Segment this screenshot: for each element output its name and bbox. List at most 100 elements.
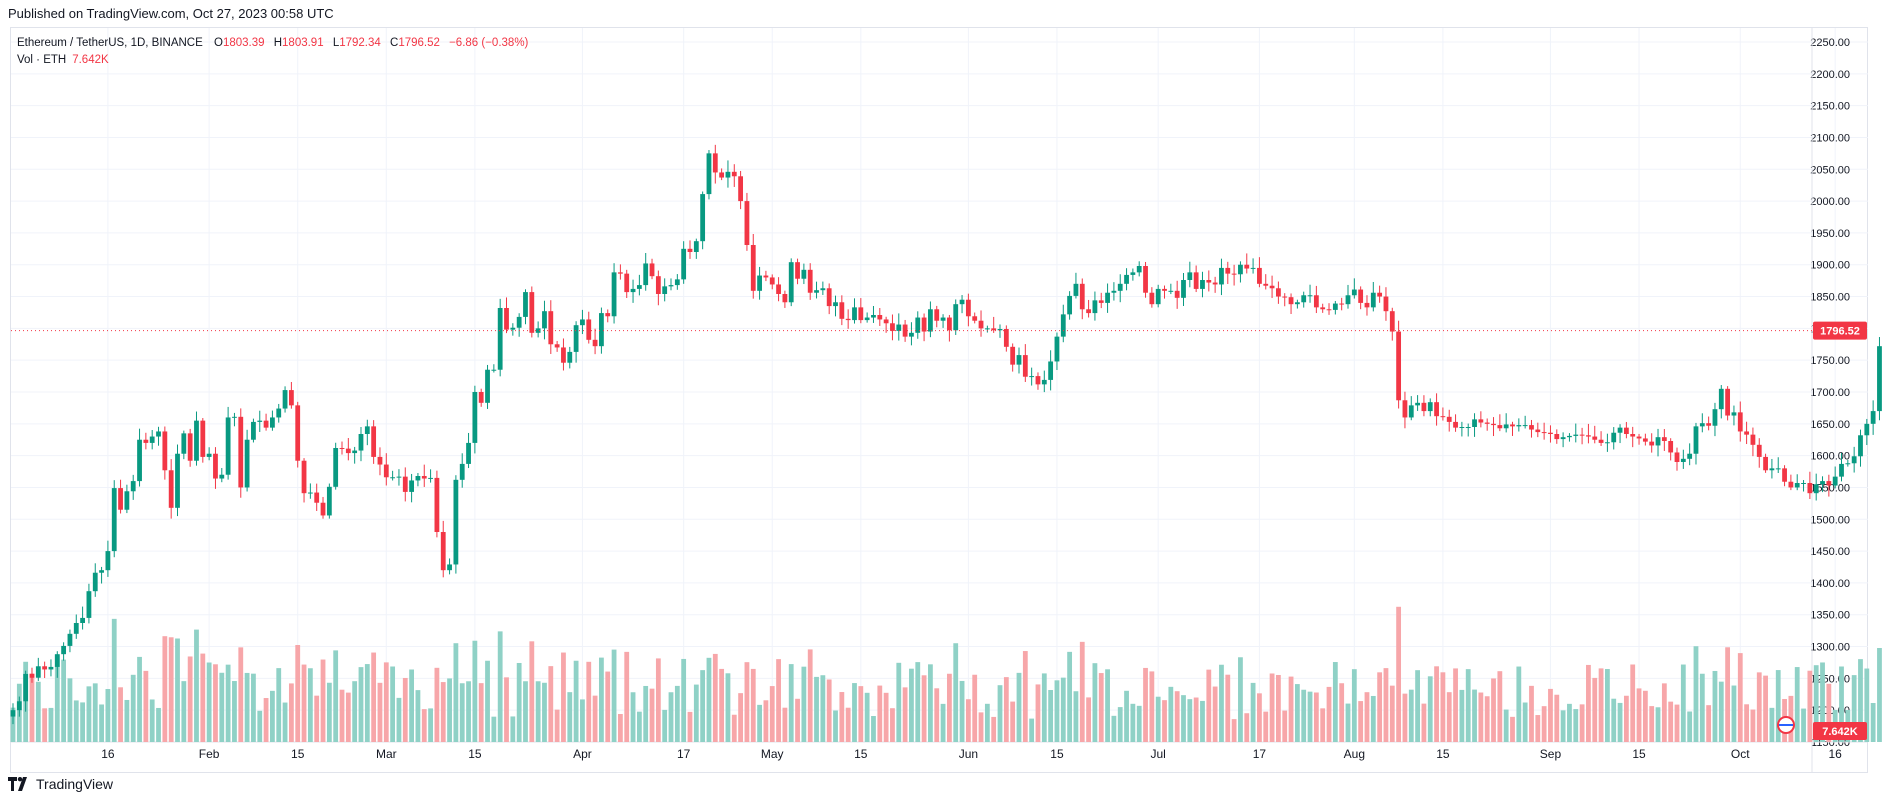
volume-bar	[1370, 695, 1376, 742]
volume-bar	[1320, 708, 1326, 742]
candle-body	[1826, 481, 1832, 486]
candle-body	[1415, 402, 1420, 406]
volume-bar	[307, 668, 313, 742]
candle-body	[440, 532, 446, 571]
volume-bar	[1257, 693, 1262, 742]
candle-body	[1775, 468, 1781, 470]
volume-bar	[320, 659, 326, 742]
candle-body	[693, 241, 699, 252]
candle-body	[137, 439, 142, 482]
volume-bar	[137, 656, 142, 742]
volume-bar	[1605, 669, 1610, 742]
candle-body	[643, 263, 649, 286]
candle-body	[1864, 423, 1870, 436]
candle-body	[719, 172, 725, 178]
volume-bar	[181, 681, 187, 742]
candle-body	[1288, 297, 1294, 305]
volume-bar	[1351, 669, 1357, 742]
candle-body	[655, 276, 661, 294]
candle-body	[295, 405, 301, 461]
volume-bar	[972, 674, 978, 742]
candle-body	[1130, 272, 1136, 275]
volume-bar	[573, 660, 579, 742]
candle-body	[219, 474, 225, 479]
volume-bar	[1661, 683, 1667, 742]
candle-body	[1674, 452, 1680, 462]
x-tick-label: 15	[1436, 747, 1450, 761]
volume-bar	[643, 685, 649, 742]
tradingview-logo-icon	[8, 777, 27, 791]
candle-body	[352, 450, 358, 454]
volume-bar	[852, 683, 857, 742]
footer-brand[interactable]: TradingView	[8, 776, 113, 792]
candle-body	[99, 570, 104, 573]
candle-body	[1105, 292, 1110, 303]
volume-bar	[206, 662, 212, 742]
candle-body	[580, 319, 585, 326]
volume-bar	[1029, 718, 1035, 742]
candle-body	[801, 269, 807, 279]
volume-bar	[143, 670, 149, 742]
volume-bar	[288, 683, 294, 742]
candle-body	[1649, 441, 1655, 446]
candle-body	[396, 476, 402, 478]
candle-body	[1592, 436, 1598, 440]
volume-bar	[909, 668, 914, 742]
candle-body	[1117, 283, 1123, 291]
volume-bar	[1839, 666, 1844, 742]
volume-bar	[1187, 699, 1193, 742]
candle-body	[504, 308, 509, 330]
volume-bar	[1554, 694, 1560, 742]
volume-bar	[1503, 709, 1509, 742]
x-tick-label: Feb	[199, 747, 220, 761]
volume-bar	[814, 676, 819, 742]
volume-bar	[871, 716, 876, 742]
symbol-label: Ethereum / TetherUS, 1D, BINANCE	[17, 37, 203, 49]
candle-body	[1699, 423, 1705, 427]
y-tick-label: 2100.00	[1810, 132, 1850, 144]
x-tick-label: 15	[468, 747, 482, 761]
x-tick-label: 16	[1828, 747, 1842, 761]
volume-bar	[953, 643, 959, 742]
volume-bar	[1250, 682, 1256, 742]
candle-body	[1655, 437, 1661, 446]
volume-bar	[1086, 697, 1091, 742]
candle-body	[1484, 422, 1490, 424]
candle-body	[738, 176, 744, 202]
candle-body	[902, 324, 908, 337]
volume-bar	[1054, 680, 1060, 742]
candle-body	[257, 420, 263, 422]
candle-body	[1421, 402, 1427, 412]
candle-body	[1244, 264, 1250, 269]
candle-body	[1541, 432, 1547, 434]
candle-body	[535, 328, 541, 333]
volume-bar	[624, 651, 630, 742]
volume-bar	[383, 662, 389, 742]
candle-body	[548, 311, 554, 345]
volume-bar	[402, 677, 408, 742]
x-tick-label: Oct	[1731, 747, 1750, 761]
candle-body	[80, 617, 85, 623]
volume-bar	[1611, 698, 1617, 742]
volume-bar	[649, 688, 655, 742]
volume-bar	[1649, 706, 1655, 742]
candle-body	[1737, 412, 1743, 432]
volume-bar	[1453, 668, 1458, 742]
volume-bar	[965, 699, 971, 742]
close-label: C	[390, 37, 399, 49]
chart-legend: Ethereum / TetherUS, 1D, BINANCE O1803.3…	[17, 35, 528, 69]
volume-bar	[1877, 648, 1882, 742]
volume-bar	[453, 643, 459, 742]
candle-body	[1402, 400, 1408, 418]
candle-body	[1155, 288, 1161, 305]
candle-body	[238, 416, 244, 488]
candle-body	[1010, 346, 1016, 365]
candle-body	[852, 307, 857, 321]
volume-bar	[1073, 691, 1079, 742]
volume-bar	[1035, 684, 1041, 742]
volume-bar	[1003, 677, 1009, 742]
volume-bar	[447, 678, 452, 742]
volume-bar	[668, 692, 674, 742]
candle-body	[877, 315, 883, 320]
